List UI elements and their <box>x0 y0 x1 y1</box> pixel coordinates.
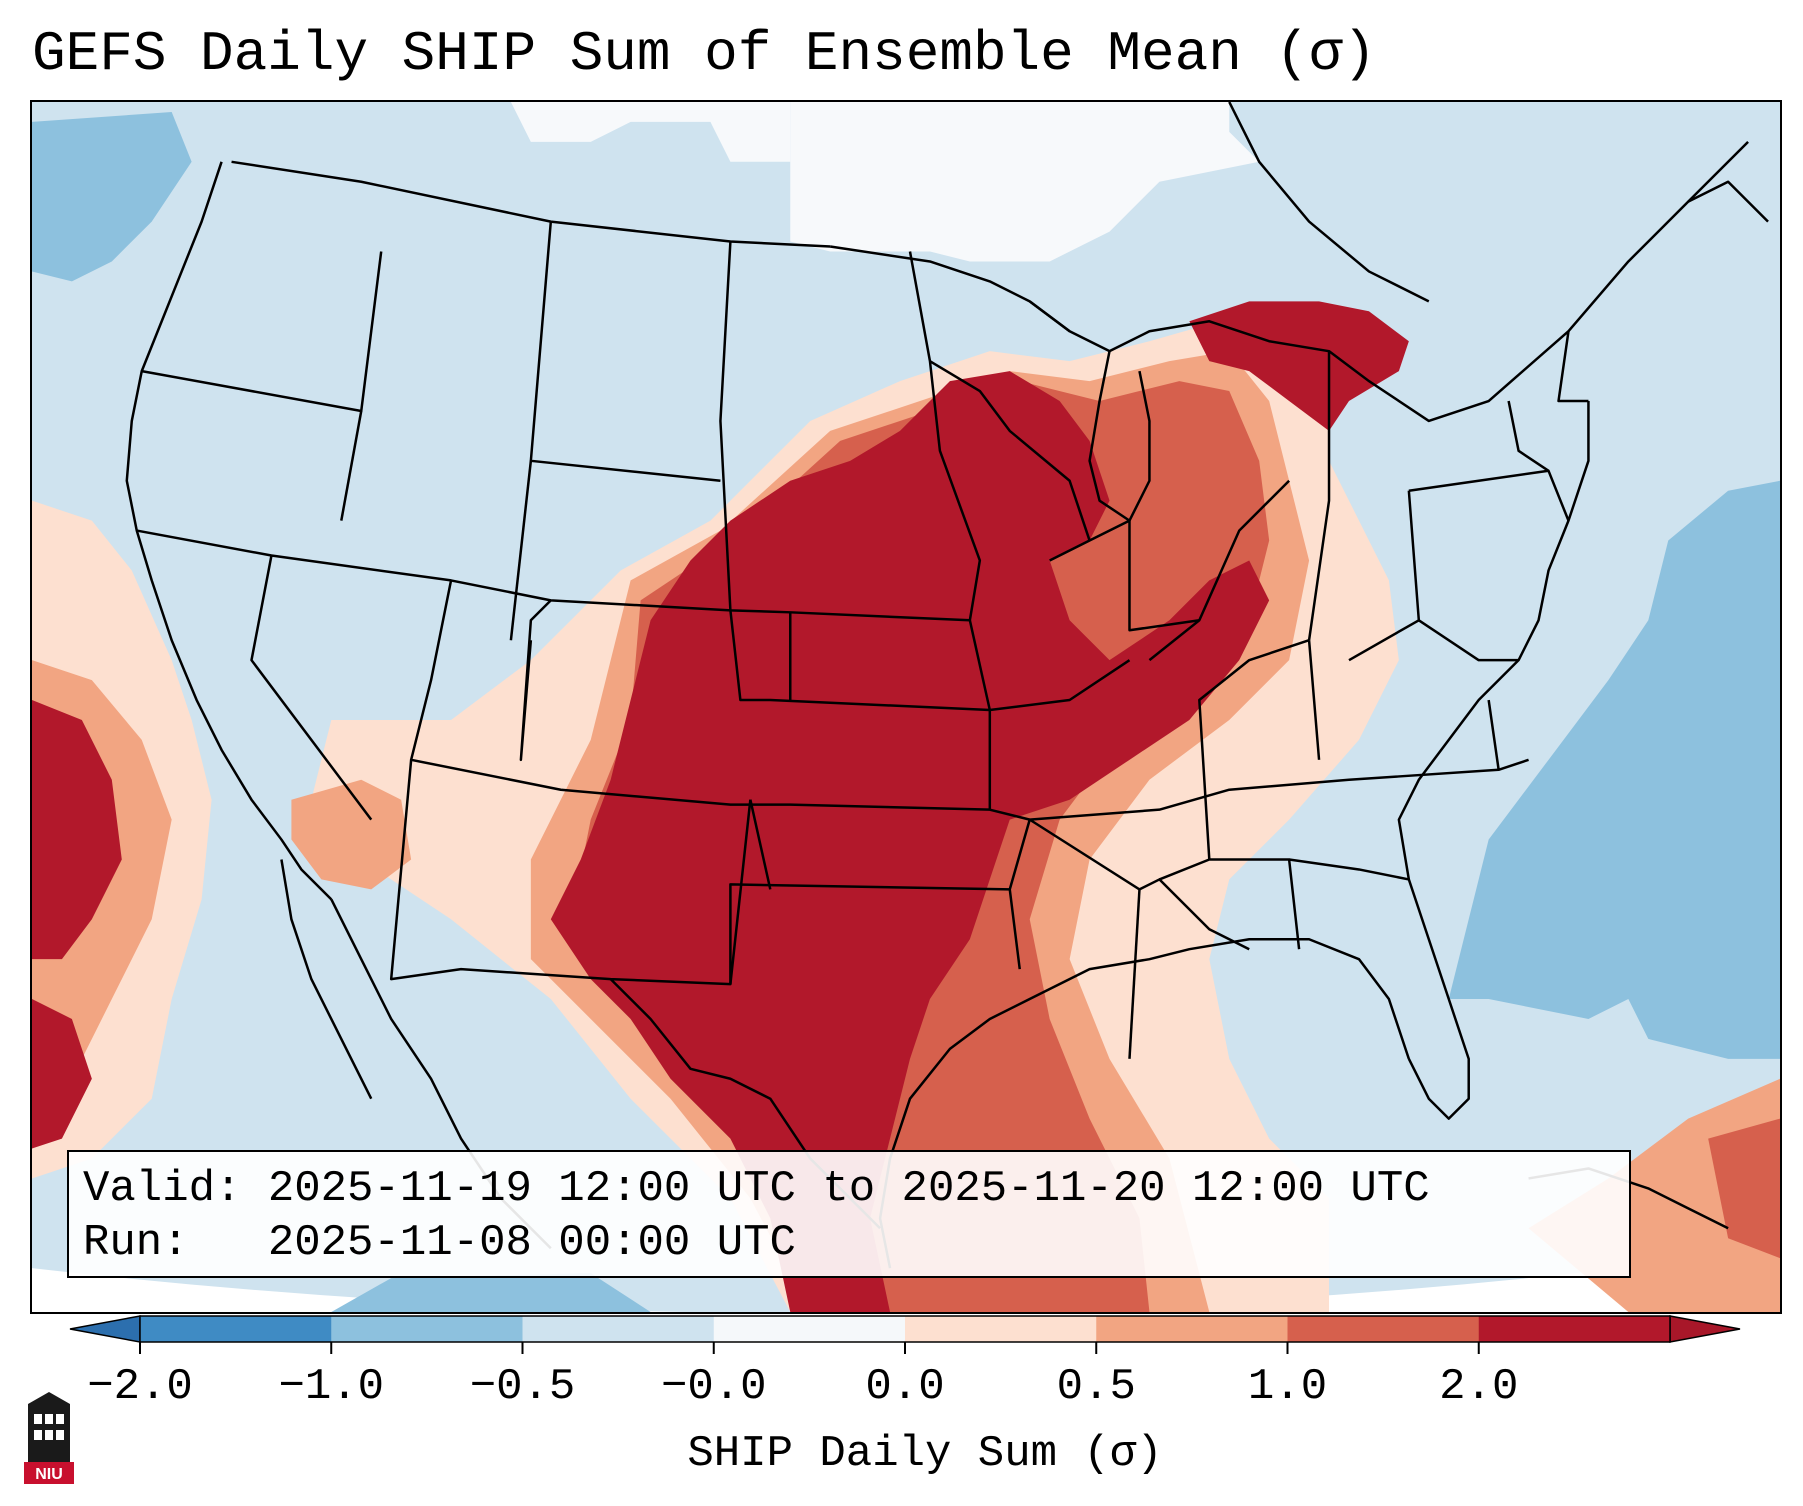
colorbar-swatch <box>905 1316 1097 1342</box>
map-boundaries <box>125 102 1769 1269</box>
run-time: 2025-11-08 00:00 UTC <box>267 1218 796 1268</box>
colorbar-tick-label: 0.0 <box>865 1362 945 1412</box>
ship-anomaly-map <box>32 102 1780 1312</box>
colorbar-label: SHIP Daily Sum (σ) <box>687 1429 1163 1479</box>
colorbar-swatch <box>522 1316 715 1342</box>
valid-label: Valid: <box>83 1164 242 1214</box>
colorbar-swatch <box>1096 1316 1288 1342</box>
colorbar-tick-label: −0.0 <box>660 1362 767 1412</box>
colorbar-tick-label: 1.0 <box>1247 1362 1328 1412</box>
projection-edge <box>32 1248 1780 1312</box>
near-zero-region-northwest <box>510 102 791 162</box>
colorbar-tick-label: −1.0 <box>278 1362 385 1412</box>
colorbar-extend-low <box>69 1315 141 1343</box>
positive-region-pacific-strong <box>32 700 122 1149</box>
near-zero-region-north <box>790 102 1260 262</box>
colorbar-swatches <box>69 1315 1741 1354</box>
colorbar-tick-label: 2.0 <box>1439 1362 1519 1412</box>
colorbar-tick-label: −0.5 <box>469 1362 576 1412</box>
colorbar-swatch <box>140 1316 332 1342</box>
colorbar-tick-label: 0.5 <box>1056 1362 1136 1412</box>
niu-logo-icon: NIU <box>24 1392 74 1484</box>
colorbar-tick-label: −2.0 <box>87 1362 193 1412</box>
negative-region-pacific-nw <box>32 111 192 282</box>
colorbar-swatch <box>1287 1316 1480 1342</box>
colorbar-swatch <box>1478 1316 1671 1342</box>
niu-logo: NIU <box>20 1390 78 1490</box>
negative-region-atlantic <box>1448 480 1780 1059</box>
colorbar-swatch <box>331 1316 523 1342</box>
colorbar-swatch <box>713 1316 906 1342</box>
positive-region-caribbean-strong <box>1708 1118 1780 1259</box>
page-title: GEFS Daily SHIP Sum of Ensemble Mean (σ) <box>32 22 1377 86</box>
colorbar <box>69 1315 1741 1354</box>
map-panel[interactable] <box>30 100 1782 1314</box>
valid-time-info-box: Valid: 2025-11-19 12:00 UTC to 2025-11-2… <box>67 1150 1631 1278</box>
positive-region-southwest <box>291 779 412 890</box>
svg-text:NIU: NIU <box>35 1466 63 1483</box>
colorbar-extend-high <box>1669 1315 1741 1343</box>
run-label: Run: <box>83 1218 189 1268</box>
valid-time-range: 2025-11-19 12:00 UTC to 2025-11-20 12:00… <box>267 1164 1430 1214</box>
negative-region-gulf <box>331 1273 651 1312</box>
